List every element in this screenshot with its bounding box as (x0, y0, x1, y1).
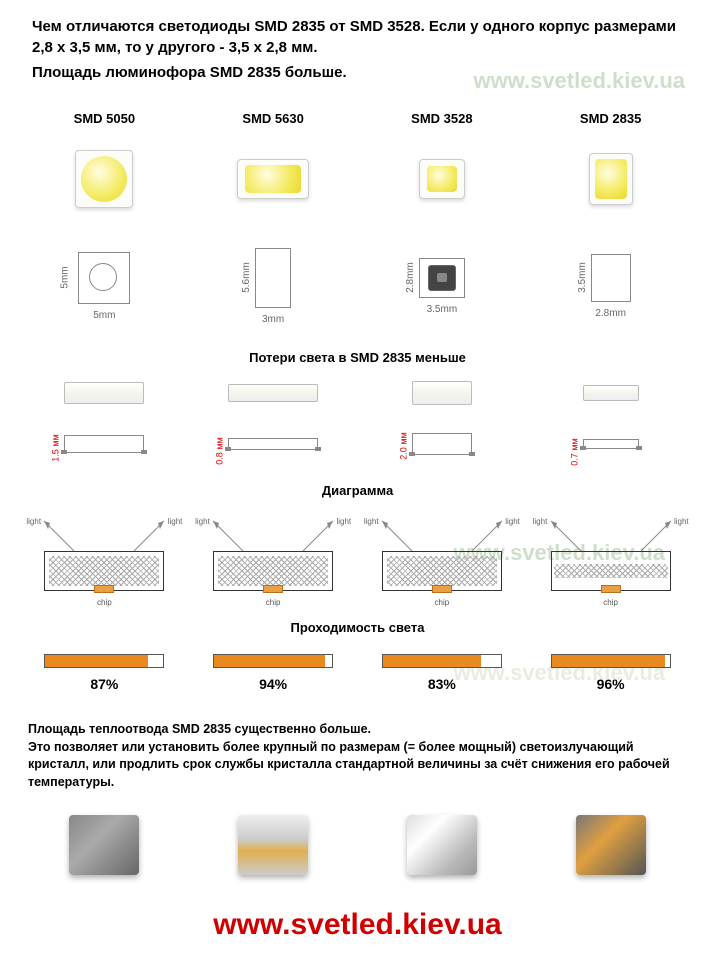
phosphor-icon (595, 159, 627, 199)
progress-label: 83% (372, 676, 512, 692)
chip-icon (94, 585, 114, 593)
light-label: light (533, 517, 548, 526)
bottom-chip-photo (69, 815, 139, 875)
body-text: Площадь теплоотвода SMD 2835 существенно… (0, 703, 715, 801)
dimension-drawing: 5.6mm 3mm (255, 248, 291, 325)
light-label: light (195, 517, 210, 526)
chip-icon (263, 585, 283, 593)
light-label: light (336, 517, 351, 526)
side-height-label: 0.7 мм (569, 438, 579, 465)
header-line2: Площадь люминофора SMD 2835 больше. (32, 62, 691, 83)
led-photo (75, 150, 133, 208)
light-label: light (364, 517, 379, 526)
height-label: 5mm (60, 266, 71, 288)
col-label: SMD 5050 (24, 111, 184, 126)
bottom-chip-photo (238, 815, 308, 875)
header-line1: Чем отличаются светодиоды SMD 2835 от SM… (32, 16, 691, 58)
column-headers: SMD 5050 SMD 5630 SMD 3528 SMD 2835 (0, 91, 715, 134)
dimension-drawing: 3.5mm 2.8mm (591, 254, 631, 319)
light-diagram: light light chip (372, 511, 512, 601)
profile-drawing: 0.8 мм (228, 438, 318, 450)
col-label: SMD 2835 (531, 111, 691, 126)
profile-drawing: 0.7 мм (583, 439, 639, 449)
chip-label: chip (266, 598, 281, 607)
chip-icon (432, 585, 452, 593)
progress-item: 96% (541, 654, 681, 692)
progress-item: 83% (372, 654, 512, 692)
progress-bar (551, 654, 671, 668)
chip-label: chip (435, 598, 450, 607)
side-led-row (0, 373, 715, 413)
url-bottom: www.svetled.kiev.ua (213, 908, 501, 942)
header: Чем отличаются светодиоды SMD 2835 от SM… (0, 0, 715, 91)
progress-bar (44, 654, 164, 668)
progress-label: 96% (541, 676, 681, 692)
led-top-row (0, 134, 715, 224)
side-led-photo (228, 384, 318, 402)
width-label: 3.5mm (427, 304, 458, 315)
bottom-chip-photo (576, 815, 646, 875)
dimension-drawing: 2.8mm 3.5mm (419, 258, 465, 315)
light-diagram: light light chip (203, 511, 343, 601)
light-label: light (674, 517, 689, 526)
progress-bar (213, 654, 333, 668)
light-label: light (505, 517, 520, 526)
section-diagram: Диаграмма (0, 469, 715, 506)
phosphor-icon (245, 165, 301, 193)
col-label: SMD 5630 (193, 111, 353, 126)
profile-drawing: 2.0 мм (412, 433, 472, 455)
chip-label: chip (97, 598, 112, 607)
width-label: 5mm (93, 310, 115, 321)
progress-item: 94% (203, 654, 343, 692)
light-diagram: light light chip (34, 511, 174, 601)
dimension-row: 5mm 5mm 5.6mm 3mm 2.8mm 3.5mm 3.5mm 2.8m… (0, 236, 715, 336)
dimension-drawing: 5mm 5mm (78, 252, 130, 321)
light-label: light (168, 517, 183, 526)
phosphor-icon (81, 156, 127, 202)
width-label: 3mm (262, 314, 284, 325)
led-photo (237, 159, 309, 199)
height-label: 2.8mm (405, 262, 416, 293)
profile-row: 1.5 мм 0.8 мм 2.0 мм 0.7 мм (0, 419, 715, 469)
side-led-photo (64, 382, 144, 404)
section-light-pass: Проходимость света (0, 606, 715, 643)
progress-label: 87% (34, 676, 174, 692)
progress-label: 94% (203, 676, 343, 692)
height-label: 5.6mm (241, 262, 252, 293)
light-diagram-row: light light chip light light chip light (0, 506, 715, 606)
section-light-loss: Потери света в SMD 2835 меньше (0, 336, 715, 373)
side-height-label: 2.0 мм (399, 432, 409, 459)
bottom-chip-photo (407, 815, 477, 875)
led-photo (419, 159, 465, 199)
profile-drawing: 1.5 мм (64, 435, 144, 453)
light-label: light (26, 517, 41, 526)
side-height-label: 1.5 мм (51, 434, 61, 461)
phosphor-icon (427, 166, 457, 192)
progress-bar (382, 654, 502, 668)
chip-icon (601, 585, 621, 593)
width-label: 2.8mm (595, 308, 626, 319)
progress-row: 87% 94% 83% 96% (0, 643, 715, 703)
chip-label: chip (603, 598, 618, 607)
side-led-photo (412, 381, 472, 405)
led-photo (589, 153, 633, 205)
progress-item: 87% (34, 654, 174, 692)
light-diagram: light light chip (541, 511, 681, 601)
bottom-chip-row (0, 805, 715, 885)
col-label: SMD 3528 (362, 111, 522, 126)
side-height-label: 0.8 мм (215, 437, 225, 464)
side-led-photo (583, 385, 639, 401)
height-label: 3.5mm (576, 262, 587, 293)
